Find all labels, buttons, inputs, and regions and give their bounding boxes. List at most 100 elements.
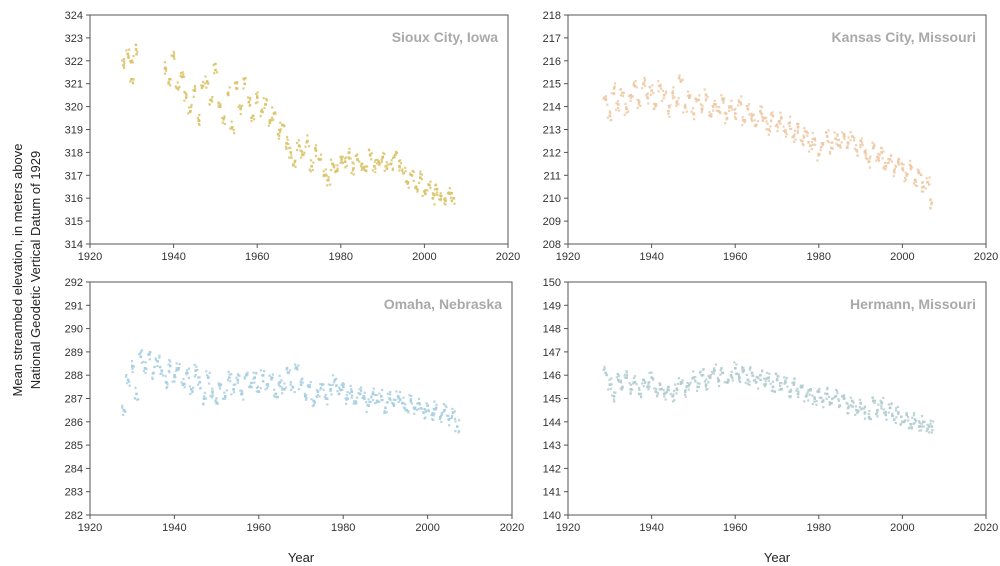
omaha-data-point [449,417,452,420]
kansas-city-data-point [675,104,678,108]
hermann-data-point [757,377,760,380]
hermann-data-point [719,369,722,372]
omaha-data-point [221,397,225,400]
sioux-city-data-point [221,121,224,124]
hermann-data-point [828,395,831,399]
sioux-city-data-point [449,196,453,199]
omaha-data-point [420,407,424,410]
sioux-city-data-point [132,78,135,81]
hermann-x-tick-label: 2020 [974,522,998,534]
sioux-city-data-point [306,134,309,137]
kansas-city-data-point [859,146,862,149]
omaha-data-point [315,389,318,392]
sioux-city-data-point [341,162,345,165]
kansas-city-data-point [811,137,814,141]
kansas-city-data-point [710,115,713,118]
hermann-data-point [608,378,611,381]
hermann-data-point [676,388,679,392]
kansas-city-data-point [723,97,726,100]
sioux-city-data-point [217,105,220,108]
kansas-city-y-tick-label: 217 [543,33,561,45]
hermann-data-point [918,420,921,423]
kansas-city-data-point [734,112,737,115]
kansas-city-data-point [752,113,755,116]
sioux-city-data-point [428,184,431,187]
omaha-data-point [341,388,344,392]
kansas-city-data-point [640,87,644,90]
hermann-data-point [890,402,893,405]
omaha-data-point [338,388,342,391]
hermann-data-point [815,400,818,403]
sioux-city-data-point [250,119,253,123]
hermann-data-point [702,374,705,377]
hermann-panel-title: Hermann, Missouri [850,296,976,312]
kansas-city-data-point [664,92,667,95]
hermann-data-point [856,411,859,415]
kansas-city-data-point [643,76,646,80]
hermann-data-point [612,398,616,401]
hermann-y-tick-label: 148 [543,324,561,336]
omaha-data-point [453,417,457,420]
panel-omaha-nebraska: 1920 1940 1960 1980 2000 20202822832842852862… [65,277,525,565]
hermann-data-point [846,403,849,406]
kansas-city-data-point [671,94,674,97]
hermann-data-point [796,387,799,390]
sioux-city-data-point [309,170,312,173]
omaha-data-point [439,415,442,419]
sioux-city-data-point [214,68,217,72]
kansas-city-data-point [701,107,704,110]
omaha-data-point [232,388,235,391]
hermann-data-point [842,394,846,397]
hermann-data-point [851,405,855,408]
hermann-data-point [672,390,676,393]
omaha-data-point [458,419,461,422]
sioux-city-data-point [371,169,374,172]
omaha-data-point [132,365,135,368]
sioux-city-data-point [339,155,343,159]
omaha-data-point [425,402,428,405]
kansas-city-data-point [651,84,654,87]
hermann-data-point [613,400,616,403]
omaha-data-point [142,369,146,373]
sioux-city-data-point [271,106,274,109]
omaha-data-point [334,384,338,388]
sioux-city-data-point [205,80,209,83]
omaha-data-point [255,386,259,390]
sioux-city-data-point [127,54,130,58]
hermann-data-point [846,406,850,410]
sioux-city-data-point [230,127,233,130]
sioux-city-data-point [130,60,133,63]
omaha-data-point [208,371,211,375]
sioux-city-data-point [340,160,343,164]
sioux-city-data-point [393,153,397,157]
omaha-y-tick-label: 287 [65,394,83,406]
omaha-data-point [234,383,237,386]
kansas-city-data-point [669,104,672,107]
sioux-city-data-point [399,162,403,165]
omaha-data-point [379,394,383,398]
sioux-city-data-point [125,49,128,52]
omaha-y-tick-label: 288 [65,370,83,382]
omaha-data-point [350,396,353,399]
sioux-city-data-point [370,152,373,155]
sioux-city-data-point [261,111,264,114]
omaha-data-point [230,393,233,396]
hermann-data-point [765,371,769,374]
hermann-data-point [892,418,896,421]
sioux-city-data-point [314,144,318,147]
omaha-data-point [392,404,396,407]
hermann-data-point [759,378,763,381]
omaha-data-point [357,392,360,395]
sioux-city-data-point [340,158,343,162]
omaha-data-point [391,401,394,405]
sioux-city-data-point [412,179,415,183]
omaha-data-point [388,397,392,400]
hermann-data-point [922,420,925,424]
sioux-city-data-point [227,92,230,96]
sioux-city-y-tick-label: 318 [65,147,83,159]
omaha-data-point [126,378,130,382]
kansas-city-data-point [803,127,806,130]
sioux-city-data-point [289,151,293,154]
sioux-city-data-point [185,93,188,97]
sioux-city-data-point [358,160,361,163]
